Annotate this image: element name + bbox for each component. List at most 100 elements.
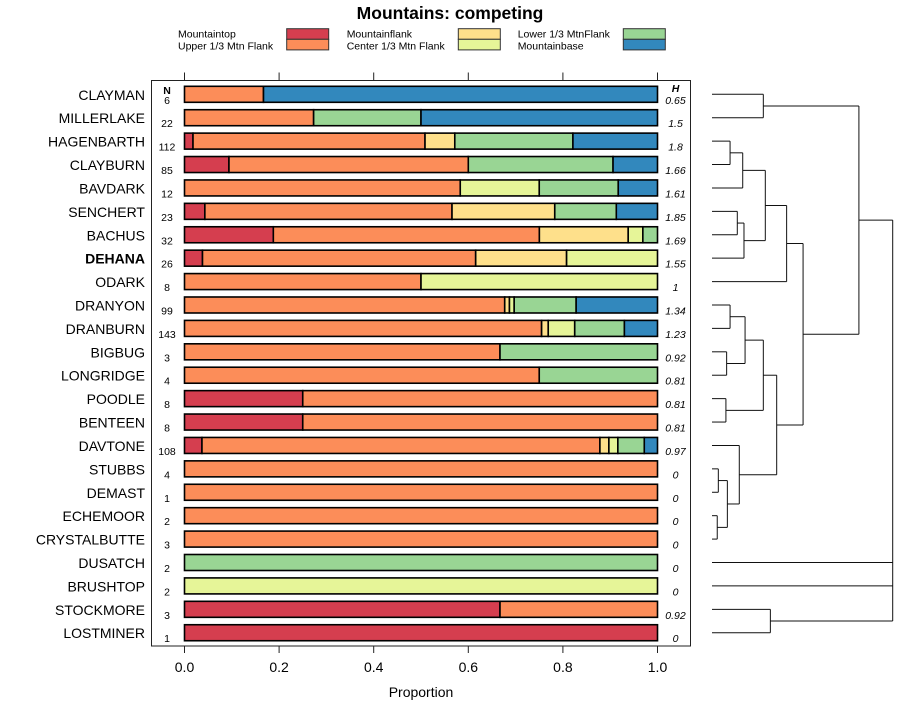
bar-row — [183, 202, 659, 221]
h-value: 0.92 — [665, 352, 686, 364]
h-value: 1.66 — [665, 165, 686, 177]
bar-segment — [183, 319, 543, 338]
bar-row — [183, 366, 659, 385]
bar-row — [183, 108, 659, 127]
h-value: 1 — [673, 282, 679, 294]
site-label: CRYSTALBUTTE — [36, 532, 145, 548]
bar-segment — [183, 272, 422, 291]
bar-segment — [183, 389, 304, 408]
bar-segment — [538, 179, 620, 197]
h-value: 1.85 — [665, 212, 686, 224]
legend-swatch — [286, 28, 330, 40]
legend-item: Mountaintop — [178, 28, 330, 41]
n-value: 22 — [161, 118, 173, 130]
h-value: 0.97 — [665, 446, 687, 458]
bar-segment — [262, 85, 659, 104]
x-tick-label: 0.8 — [553, 659, 573, 675]
bar-segment — [312, 108, 422, 127]
bar-segment — [499, 343, 659, 361]
bar-segment — [453, 132, 574, 150]
bar-segment — [451, 202, 556, 221]
bar-segment — [608, 436, 619, 455]
bar-row — [183, 225, 659, 244]
site-label: DAVTONE — [79, 438, 145, 454]
bar-row — [183, 600, 659, 619]
bar-segment — [617, 436, 646, 455]
bar-segment — [183, 85, 265, 104]
bar-segment — [183, 530, 659, 548]
bar-row — [183, 179, 659, 197]
bar-segment — [183, 506, 659, 525]
bar-segment — [459, 179, 541, 197]
n-value: 8 — [164, 423, 170, 435]
plot-frame — [151, 80, 691, 647]
bar-segment — [183, 249, 204, 267]
h-value: 1.23 — [665, 329, 686, 341]
legend-item: Mountainflank — [347, 28, 501, 41]
h-value: 1.69 — [665, 235, 686, 247]
bar-row — [183, 249, 659, 267]
n-value: 23 — [161, 212, 173, 224]
legend-swatch — [457, 28, 501, 40]
bar-row — [183, 577, 659, 595]
bar-row — [183, 460, 659, 478]
bar-segment — [572, 132, 659, 150]
site-label: ECHEMOOR — [63, 508, 145, 524]
h-value: 0 — [673, 469, 679, 481]
bar-row — [183, 436, 659, 455]
site-label: BENTEEN — [79, 415, 145, 431]
n-value: 1 — [164, 633, 170, 645]
site-label: LONGRIDGE — [61, 368, 145, 384]
x-tick-label: 0.0 — [175, 659, 195, 675]
n-value: 3 — [164, 540, 170, 552]
legend-item: Mountainbase — [518, 38, 666, 53]
bar-row — [183, 132, 659, 150]
bar-segment — [183, 366, 541, 385]
n-value: 26 — [161, 259, 173, 271]
bar-segment — [183, 202, 206, 221]
site-label: DEMAST — [87, 485, 146, 501]
bars — [183, 85, 659, 642]
site-label: DRANYON — [75, 297, 145, 313]
bar-segment — [183, 343, 501, 361]
h-value: 1.8 — [668, 142, 683, 154]
n-column-header: N — [163, 85, 171, 97]
site-label: BAVDARK — [79, 180, 146, 196]
bar-segment — [617, 179, 659, 197]
bar-segment — [183, 155, 230, 174]
bar-segment — [420, 272, 659, 291]
bar-segment — [183, 108, 315, 127]
x-tick-label: 0.6 — [459, 659, 479, 675]
site-label: POODLE — [87, 391, 145, 407]
bar-segment — [599, 436, 610, 455]
n-value: 6 — [164, 95, 170, 107]
plot-panel — [151, 80, 691, 647]
bar-segment — [547, 319, 576, 338]
n-value: 4 — [164, 469, 170, 481]
h-value: 0 — [673, 633, 679, 645]
x-axis: 0.0 0.2 0.4 0.6 0.8 1.0 — [175, 72, 667, 675]
bar-row — [183, 483, 659, 502]
n-value: 3 — [164, 610, 170, 622]
bar-segment — [573, 319, 626, 338]
site-label: CLAYBURN — [70, 157, 145, 173]
n-value: 2 — [164, 516, 170, 528]
bar-segment — [642, 225, 659, 244]
n-value: 3 — [164, 352, 170, 364]
n-value: 8 — [164, 399, 170, 411]
bar-segment — [183, 553, 659, 572]
bar-row — [183, 155, 659, 174]
bar-row — [183, 85, 659, 104]
bar-row — [183, 506, 659, 525]
h-value: 0.81 — [665, 423, 685, 435]
bar-segment — [183, 436, 203, 455]
h-value: 0 — [673, 516, 679, 528]
bar-segment — [183, 623, 659, 642]
bar-segment — [183, 413, 304, 431]
bar-segment — [183, 600, 501, 619]
bar-segment — [183, 577, 659, 595]
bar-segment — [201, 249, 477, 267]
